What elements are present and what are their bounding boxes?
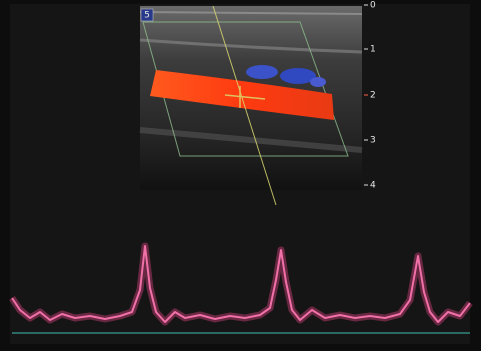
venous-flow bbox=[280, 68, 316, 84]
depth-label: 3 bbox=[370, 136, 376, 146]
tissue-layer bbox=[139, 11, 363, 15]
tissue-layer bbox=[139, 38, 363, 54]
sample-gate bbox=[224, 94, 266, 100]
depth-label: 2 bbox=[370, 91, 376, 101]
depth-label: 1 bbox=[370, 45, 376, 55]
depth-label: 4 bbox=[370, 181, 376, 191]
color-box bbox=[142, 21, 349, 157]
depth-label: 0 bbox=[370, 1, 376, 11]
tissue-layer bbox=[139, 127, 363, 153]
label-box bbox=[140, 8, 154, 22]
header-label: 5 bbox=[144, 11, 150, 21]
venous-flow bbox=[246, 65, 278, 79]
vessel-flow bbox=[150, 70, 334, 120]
venous-flow bbox=[310, 77, 326, 87]
doppler-cursor bbox=[212, 5, 277, 206]
depth-scale: 0 1 2 3 4 bbox=[364, 1, 376, 191]
doppler-envelope bbox=[11, 245, 471, 323]
